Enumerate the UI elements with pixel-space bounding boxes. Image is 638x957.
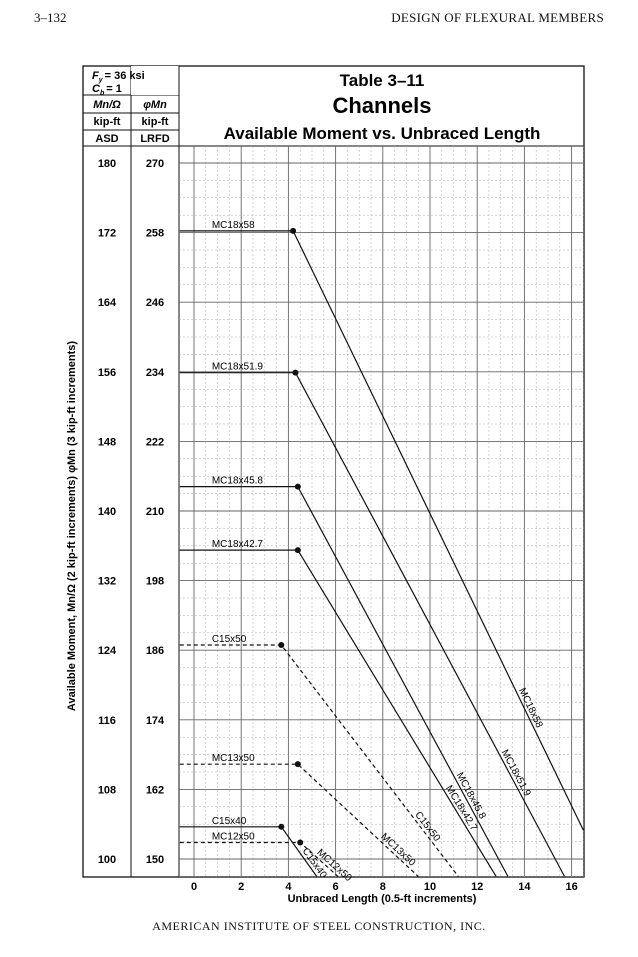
y-tick-label-asd: 180 — [98, 158, 116, 170]
y-tick-label-asd: 156 — [98, 367, 116, 379]
x-tick-label: 2 — [238, 881, 244, 893]
series-label: MC18x45.8 — [212, 476, 264, 487]
series-label: MC13x50 — [212, 753, 255, 764]
lrfd-method: LRFD — [140, 133, 169, 145]
y-tick-label-asd: 140 — [98, 506, 116, 518]
series-label: MC18x42.7 — [212, 539, 264, 550]
y-tick-label-asd: 116 — [98, 715, 116, 727]
series-label: C15x40 — [212, 816, 247, 827]
series-label-diagonal: MC13x50 — [378, 831, 417, 869]
limit-point — [292, 369, 299, 376]
series-label: C15x50 — [212, 634, 247, 645]
y-tick-label-lrfd: 270 — [146, 158, 164, 170]
y-tick-label-lrfd: 174 — [146, 715, 165, 727]
series-line — [179, 549, 497, 877]
running-head: DESIGN OF FLEXURAL MEMBERS — [391, 10, 604, 25]
x-tick-label: 14 — [518, 881, 531, 893]
series-layer — [179, 227, 584, 877]
y-tick-label-lrfd: 162 — [146, 784, 164, 796]
x-tick-label: 16 — [565, 881, 577, 893]
y-tick-label-lrfd: 186 — [146, 645, 164, 657]
series-label-diagonal: MC18x51.9 — [499, 748, 533, 799]
lrfd-unit: kip-ft — [142, 116, 169, 128]
limit-point — [294, 483, 301, 490]
x-tick-label: 12 — [471, 881, 483, 893]
x-tick-label: 6 — [333, 881, 339, 893]
grid-layer — [179, 146, 584, 877]
lrfd-moment-heading: φMn — [143, 99, 167, 111]
footer-publisher: AMERICAN INSTITUTE OF STEEL CONSTRUCTION… — [152, 919, 486, 933]
y-tick-label-lrfd: 150 — [146, 854, 164, 866]
table-subtitle: Available Moment vs. Unbraced Length — [224, 124, 541, 143]
y-tick-label-asd: 100 — [98, 854, 116, 866]
table-frame — [82, 65, 585, 878]
table-number: Table 3–11 — [340, 71, 425, 90]
series-label-diagonal: MC18x58 — [516, 686, 545, 730]
fy-label: Fy = 36 ksi — [92, 70, 145, 84]
limit-point — [290, 227, 297, 234]
y-axis-title: Available Moment, Mn/Ω (2 kip-ft increme… — [66, 341, 78, 711]
y-tick-label-asd: 132 — [98, 576, 116, 588]
cb-label: Cb = 1 — [92, 83, 122, 97]
limit-point — [297, 839, 304, 846]
x-tick-label: 10 — [424, 881, 436, 893]
y-tick-label-lrfd: 258 — [146, 228, 164, 240]
y-tick-label-lrfd: 198 — [146, 576, 164, 588]
y-tick-label-asd: 124 — [98, 645, 117, 657]
series-line — [179, 230, 584, 831]
y-tick-label-lrfd: 222 — [146, 436, 164, 448]
header-mask — [131, 66, 179, 95]
asd-moment-heading: Mn/Ω — [93, 99, 121, 111]
x-tick-label: 4 — [285, 881, 292, 893]
y-tick-label-asd: 148 — [98, 436, 116, 448]
label-layer: MC18x58 MC18x58 MC18x51.9 MC18x51.9 MC18x45.… — [212, 220, 545, 884]
y-tick-label-asd: 164 — [98, 297, 117, 309]
page-number: 3–132 — [34, 10, 67, 25]
x-tick-label: 8 — [380, 881, 386, 893]
series-label: MC18x51.9 — [212, 362, 264, 373]
limit-point — [278, 641, 285, 648]
limit-point — [278, 823, 285, 830]
y-tick-label-lrfd: 246 — [146, 297, 164, 309]
series-label: MC12x50 — [212, 831, 255, 842]
y-tick-label-lrfd: 234 — [146, 367, 165, 379]
series-label: MC18x58 — [212, 220, 255, 231]
table-title: Channels — [332, 93, 431, 118]
asd-method: ASD — [95, 133, 118, 145]
asd-unit: kip-ft — [94, 116, 121, 128]
series-line — [179, 763, 419, 877]
limit-point — [294, 547, 301, 554]
limit-point — [294, 761, 301, 768]
y-tick-label-asd: 172 — [98, 228, 116, 240]
y-tick-label-lrfd: 210 — [146, 506, 164, 518]
x-axis-title: Unbraced Length (0.5-ft increments) — [288, 893, 477, 905]
series-label-diagonal: C15x50 — [412, 810, 442, 844]
y-tick-label-asd: 108 — [98, 784, 116, 796]
x-tick-label: 0 — [191, 881, 197, 893]
